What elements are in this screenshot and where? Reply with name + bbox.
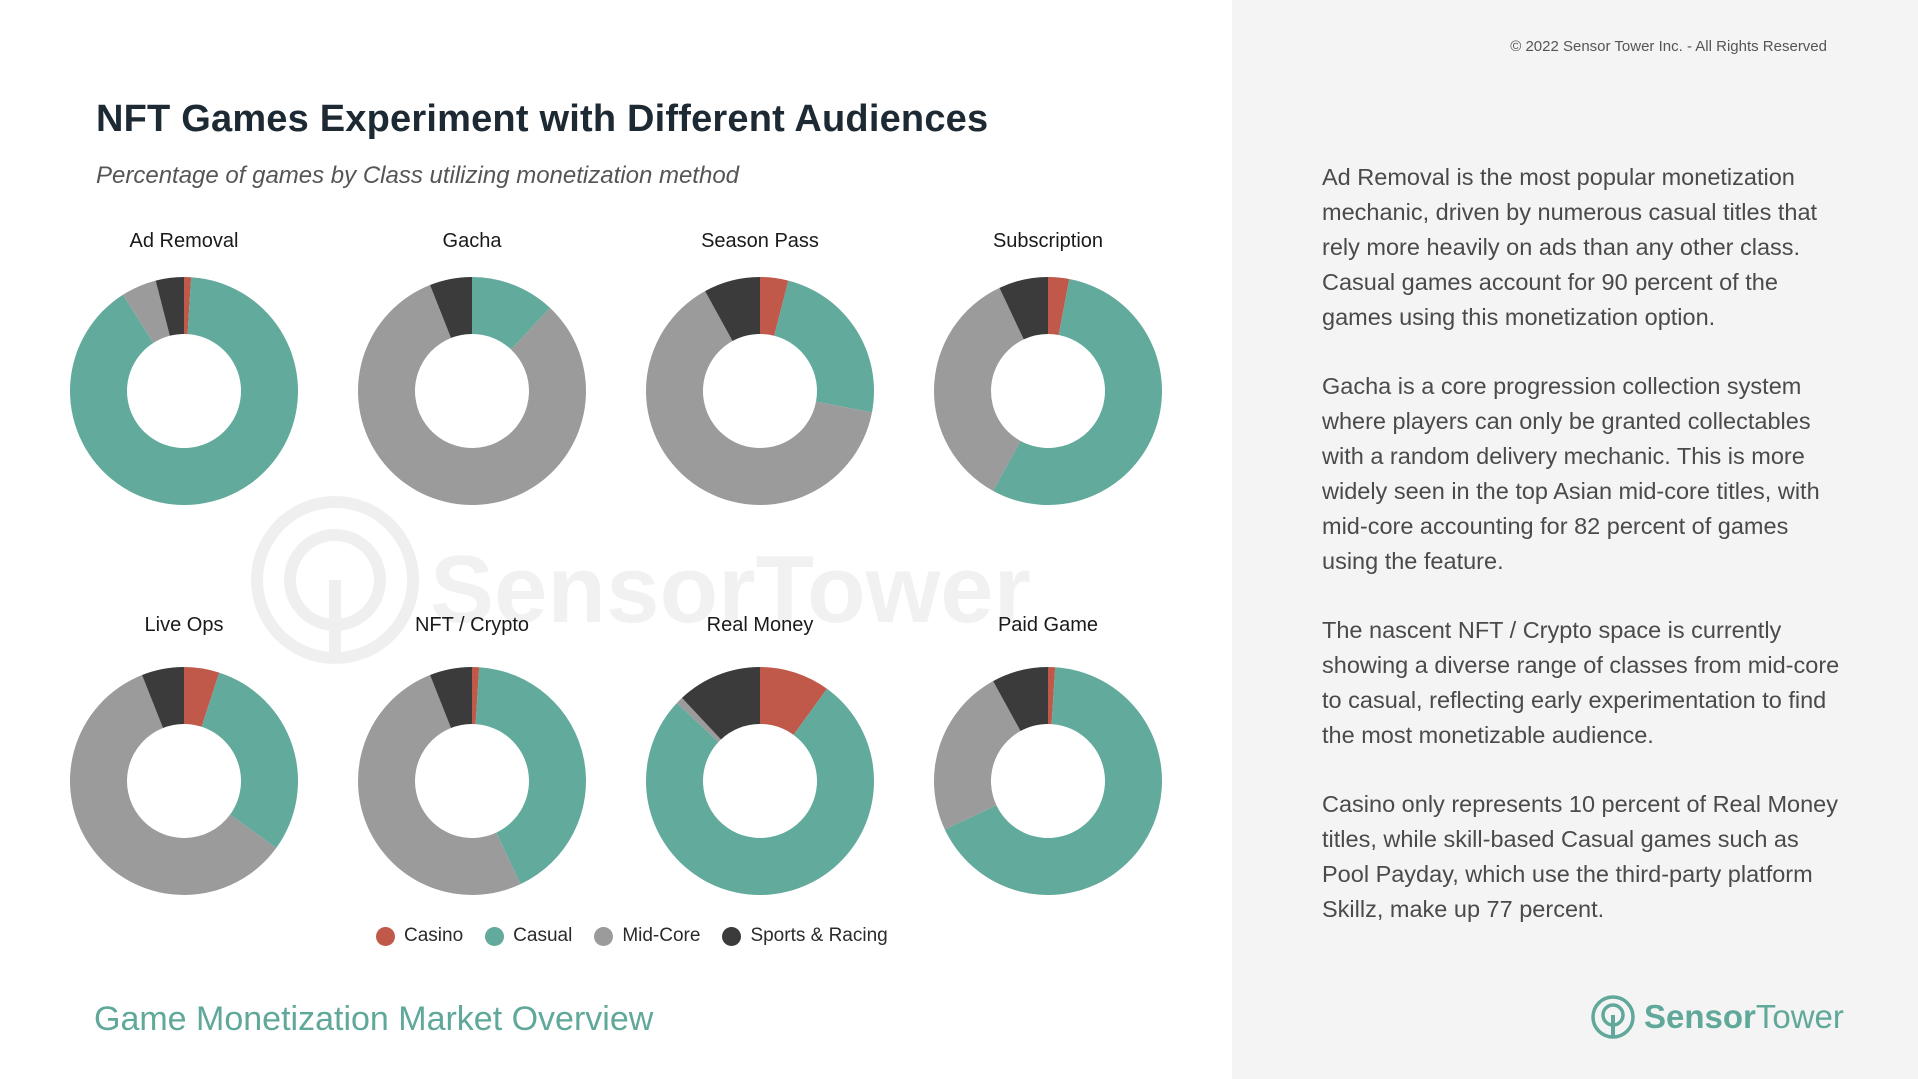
legend-label-casino: Casino (404, 925, 464, 946)
donut-charts: Ad Removal Gacha Season Pass Subscription Li… (69, 230, 1162, 896)
insight-ad-removal: Ad Removal is the most popular monetizat… (1322, 164, 1818, 330)
slice-paid-game-sports (993, 667, 1048, 732)
page-subtitle: Percentage of games by Class utilizing m… (96, 162, 740, 189)
donut-ad-removal: Ad Removal (70, 230, 299, 506)
watermark-logo-icon (251, 496, 419, 664)
donut-title-gacha: Gacha (443, 230, 503, 252)
slice-nft-crypto-casual (475, 667, 586, 885)
chart-legend: Casino Casual Mid-Core Sports & Racing (376, 925, 888, 947)
donut-title-paid-game: Paid Game (998, 614, 1098, 636)
legend-item-sports: Sports & Racing (722, 925, 888, 947)
insight-real-money: Casino only represents 10 percent of Rea… (1322, 791, 1838, 922)
insight-nft-crypto: The nascent NFT / Crypto space is curren… (1322, 617, 1840, 748)
slice-subscription-casual (993, 279, 1162, 506)
slice-subscription-midcore (933, 287, 1024, 491)
slice-nft-crypto-casino (472, 667, 480, 725)
legend-label-midcore: Mid-Core (622, 925, 701, 946)
slice-gacha-casual (472, 277, 551, 350)
donut-title-real-money: Real Money (707, 614, 814, 636)
legend-item-casual: Casual (485, 925, 572, 947)
donut-gacha: Gacha (358, 230, 586, 505)
slice-real-money-sports (681, 667, 760, 740)
slice-paid-game-casino (1048, 667, 1056, 725)
slice-ad-removal-sports (155, 277, 184, 336)
legend-swatch-sports (722, 926, 742, 946)
slice-ad-removal-casino (184, 277, 192, 335)
donut-nft-crypto: NFT / Crypto (357, 614, 586, 896)
copyright-notice: © 2022 Sensor Tower Inc. - All Rights Re… (1510, 38, 1827, 55)
donut-title-season-pass: Season Pass (701, 230, 819, 252)
slice-subscription-casino (1048, 277, 1070, 336)
donut-live-ops: Live Ops (69, 614, 299, 896)
slice-paid-game-casual (944, 667, 1162, 896)
slice-ad-removal-casual (70, 277, 299, 506)
slice-live-ops-casual (201, 672, 299, 849)
slice-real-money-casino (760, 667, 828, 735)
donut-subscription: Subscription (933, 230, 1162, 506)
slice-live-ops-midcore (69, 675, 277, 896)
brand-name-light: Tower (1755, 998, 1844, 1035)
brand-name-bold: Sensor (1644, 998, 1756, 1035)
insights-panel (1232, 0, 1918, 1079)
slice-ad-removal-midcore (122, 280, 170, 343)
slice-season-pass-sports (705, 277, 760, 342)
brand-logo: SensorTower (1590, 994, 1844, 1040)
insights-text: Ad Removal is the most popular monetizat… (1322, 160, 1842, 961)
sensor-tower-logo-icon (1591, 995, 1635, 1039)
legend-label-casual: Casual (513, 925, 573, 946)
slice-nft-crypto-sports (430, 667, 472, 729)
donut-season-pass: Season Pass (646, 230, 874, 505)
donut-paid-game: Paid Game (934, 614, 1162, 896)
donut-real-money: Real Money (645, 614, 874, 895)
slice-subscription-sports (999, 277, 1048, 340)
legend-label-sports: Sports & Racing (750, 925, 888, 946)
slice-gacha-midcore (358, 285, 586, 505)
legend-swatch-midcore (594, 926, 614, 946)
report-title: Game Monetization Market Overview (94, 1000, 654, 1038)
slice-gacha-sports (430, 277, 472, 339)
donut-title-live-ops: Live Ops (145, 614, 224, 636)
slice-live-ops-casino (184, 667, 220, 727)
legend-item-casino: Casino (376, 925, 463, 947)
donut-title-ad-removal: Ad Removal (130, 230, 239, 252)
slice-season-pass-midcore (646, 291, 872, 505)
insight-gacha: Gacha is a core progression collection s… (1322, 373, 1820, 574)
slice-season-pass-casino (760, 277, 789, 336)
page-title: NFT Games Experiment with Different Audi… (96, 98, 989, 140)
slice-paid-game-midcore (934, 681, 1021, 830)
donut-title-subscription: Subscription (993, 230, 1103, 252)
watermark-text: SensorTower (430, 536, 1032, 643)
slice-season-pass-casual (774, 280, 874, 413)
legend-item-midcore: Mid-Core (594, 925, 700, 947)
legend-swatch-casino (376, 926, 395, 946)
slice-live-ops-sports (142, 667, 184, 729)
legend-swatch-casual (485, 926, 505, 946)
slice-nft-crypto-midcore (357, 675, 521, 896)
brand-name: SensorTower (1644, 998, 1844, 1036)
donut-title-nft-crypto: NFT / Crypto (415, 614, 529, 636)
slice-real-money-midcore (676, 697, 721, 742)
slice-real-money-casual (645, 688, 874, 895)
